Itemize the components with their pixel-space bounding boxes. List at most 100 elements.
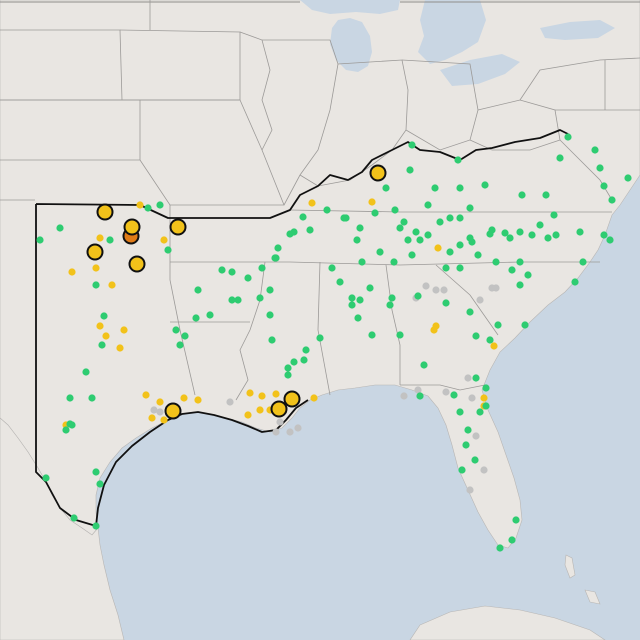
station-marker-green[interactable] <box>416 392 424 400</box>
station-marker-green[interactable] <box>536 221 544 229</box>
station-marker-green[interactable] <box>376 248 384 256</box>
station-marker-green[interactable] <box>323 206 331 214</box>
station-marker-green[interactable] <box>446 214 454 222</box>
station-marker-green[interactable] <box>206 311 214 319</box>
station-marker-green[interactable] <box>316 334 324 342</box>
station-marker-gray[interactable] <box>276 418 284 426</box>
station-marker-green[interactable] <box>156 201 164 209</box>
station-marker-yellow[interactable] <box>310 394 318 402</box>
station-marker-green[interactable] <box>456 408 464 416</box>
station-marker-green[interactable] <box>70 514 78 522</box>
station-marker-green[interactable] <box>266 311 274 319</box>
station-marker-green[interactable] <box>591 146 599 154</box>
station-marker-yellow[interactable] <box>108 281 116 289</box>
station-marker-gray[interactable] <box>440 286 448 294</box>
highlight-marker-yellow[interactable] <box>164 402 182 420</box>
highlight-marker-yellow[interactable] <box>123 218 141 236</box>
station-marker-gray[interactable] <box>466 486 474 494</box>
station-marker-green[interactable] <box>492 258 500 266</box>
station-marker-green[interactable] <box>348 294 356 302</box>
station-marker-green[interactable] <box>272 254 280 262</box>
station-marker-yellow[interactable] <box>136 201 144 209</box>
station-marker-green[interactable] <box>342 214 350 222</box>
station-marker-green[interactable] <box>356 296 364 304</box>
station-marker-green[interactable] <box>472 374 480 382</box>
station-marker-yellow[interactable] <box>308 199 316 207</box>
station-marker-green[interactable] <box>299 213 307 221</box>
station-marker-green[interactable] <box>564 133 572 141</box>
station-marker-green[interactable] <box>571 278 579 286</box>
highlight-marker-yellow[interactable] <box>128 255 146 273</box>
station-marker-green[interactable] <box>164 246 172 254</box>
station-marker-green[interactable] <box>552 231 560 239</box>
station-marker-green[interactable] <box>300 356 308 364</box>
station-marker-green[interactable] <box>474 251 482 259</box>
highlight-marker-yellow[interactable] <box>270 400 288 418</box>
station-marker-yellow[interactable] <box>160 416 168 424</box>
station-marker-gray[interactable] <box>156 408 164 416</box>
station-marker-green[interactable] <box>290 358 298 366</box>
station-marker-green[interactable] <box>414 292 422 300</box>
station-marker-yellow[interactable] <box>142 391 150 399</box>
station-marker-green[interactable] <box>431 184 439 192</box>
station-marker-gray[interactable] <box>432 286 440 294</box>
station-marker-green[interactable] <box>600 231 608 239</box>
station-marker-green[interactable] <box>494 321 502 329</box>
station-marker-gray[interactable] <box>400 392 408 400</box>
station-marker-yellow[interactable] <box>92 264 100 272</box>
station-marker-green[interactable] <box>476 408 484 416</box>
station-marker-green[interactable] <box>356 224 364 232</box>
station-marker-green[interactable] <box>194 286 202 294</box>
station-marker-green[interactable] <box>408 141 416 149</box>
station-marker-green[interactable] <box>446 248 454 256</box>
station-marker-gray[interactable] <box>468 394 476 402</box>
station-marker-green[interactable] <box>396 331 404 339</box>
station-marker-yellow[interactable] <box>368 198 376 206</box>
station-marker-green[interactable] <box>462 441 470 449</box>
station-marker-yellow[interactable] <box>480 394 488 402</box>
station-marker-green[interactable] <box>542 191 550 199</box>
station-marker-green[interactable] <box>56 224 64 232</box>
station-marker-green[interactable] <box>258 264 266 272</box>
station-marker-green[interactable] <box>100 312 108 320</box>
station-marker-green[interactable] <box>396 224 404 232</box>
station-marker-gray[interactable] <box>226 398 234 406</box>
station-marker-green[interactable] <box>382 184 390 192</box>
station-marker-yellow[interactable] <box>244 411 252 419</box>
station-marker-green[interactable] <box>516 228 524 236</box>
station-marker-green[interactable] <box>92 522 100 530</box>
station-marker-green[interactable] <box>528 231 536 239</box>
station-marker-green[interactable] <box>176 341 184 349</box>
station-marker-green[interactable] <box>550 211 558 219</box>
station-marker-yellow[interactable] <box>258 392 266 400</box>
station-marker-green[interactable] <box>404 236 412 244</box>
station-marker-green[interactable] <box>66 420 74 428</box>
station-marker-green[interactable] <box>228 268 236 276</box>
station-marker-green[interactable] <box>518 191 526 199</box>
station-marker-green[interactable] <box>420 361 428 369</box>
station-marker-yellow[interactable] <box>116 344 124 352</box>
station-marker-green[interactable] <box>516 281 524 289</box>
station-marker-green[interactable] <box>400 218 408 226</box>
station-marker-gray[interactable] <box>422 282 430 290</box>
station-marker-yellow[interactable] <box>490 342 498 350</box>
station-marker-green[interactable] <box>181 332 189 340</box>
station-marker-green[interactable] <box>456 184 464 192</box>
station-marker-green[interactable] <box>336 278 344 286</box>
station-marker-green[interactable] <box>388 294 396 302</box>
highlight-marker-yellow[interactable] <box>283 390 301 408</box>
station-marker-green[interactable] <box>576 228 584 236</box>
station-marker-yellow[interactable] <box>148 414 156 422</box>
station-marker-yellow[interactable] <box>96 234 104 242</box>
station-marker-green[interactable] <box>348 301 356 309</box>
station-marker-green[interactable] <box>596 164 604 172</box>
station-marker-gray[interactable] <box>272 428 280 436</box>
station-marker-yellow[interactable] <box>430 326 438 334</box>
station-marker-green[interactable] <box>408 251 416 259</box>
station-marker-green[interactable] <box>486 336 494 344</box>
station-marker-green[interactable] <box>468 238 476 246</box>
station-marker-green[interactable] <box>62 426 70 434</box>
highlight-marker-yellow[interactable] <box>369 164 387 182</box>
station-marker-green[interactable] <box>286 230 294 238</box>
